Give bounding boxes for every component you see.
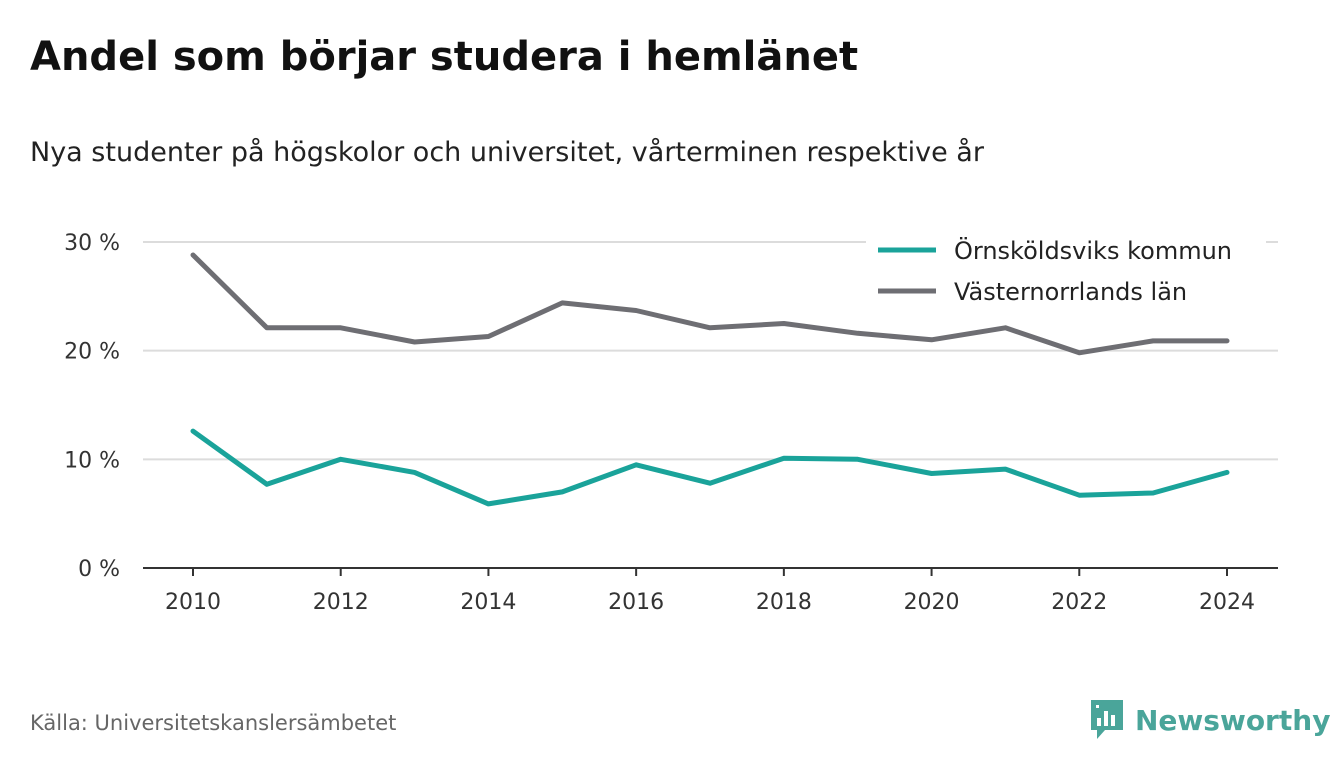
chart-subtitle: Nya studenter på högskolor och universit…	[30, 137, 984, 168]
x-tick-label: 2018	[756, 590, 812, 615]
x-tick-label: 2020	[904, 590, 960, 615]
y-tick-label: 0 %	[78, 557, 120, 582]
series-line-0	[190, 428, 1230, 507]
x-tick-label: 2010	[165, 590, 221, 615]
y-axis-ticks: 0 % 10 % 20 % 30 %	[64, 231, 120, 582]
legend-label: Västernorrlands län	[954, 278, 1187, 306]
line-chart: 0 % 10 % 20 % 30 % 2010 2012 2014 2016 2018 2020…	[64, 228, 1278, 615]
chart-title: Andel som börjar studera i hemlänet	[30, 34, 859, 80]
y-tick-label: 10 %	[64, 448, 120, 473]
brand-logo: Newsworthy	[1089, 698, 1330, 742]
y-tick-label: 20 %	[64, 340, 120, 365]
series-line-1	[190, 252, 1230, 356]
x-tick-label: 2012	[313, 590, 369, 615]
series-lines	[190, 252, 1230, 507]
legend: Örnsköldsviks kommun Västernorrlands län	[866, 228, 1266, 312]
x-tick-label: 2016	[608, 590, 664, 615]
brand-name: Newsworthy	[1135, 703, 1331, 737]
newsworthy-logo-icon	[1091, 700, 1123, 739]
x-axis: 2010 2012 2014 2016 2018 2020 2022 2024	[143, 567, 1278, 615]
source-note: Källa: Universitetskanslersämbetet	[30, 711, 397, 735]
legend-label: Örnsköldsviks kommun	[954, 236, 1232, 265]
x-tick-label: 2022	[1051, 590, 1107, 615]
y-tick-label: 30 %	[64, 231, 120, 256]
x-tick-label: 2024	[1199, 590, 1255, 615]
x-tick-label: 2014	[460, 590, 516, 615]
legend-background	[866, 228, 1266, 312]
